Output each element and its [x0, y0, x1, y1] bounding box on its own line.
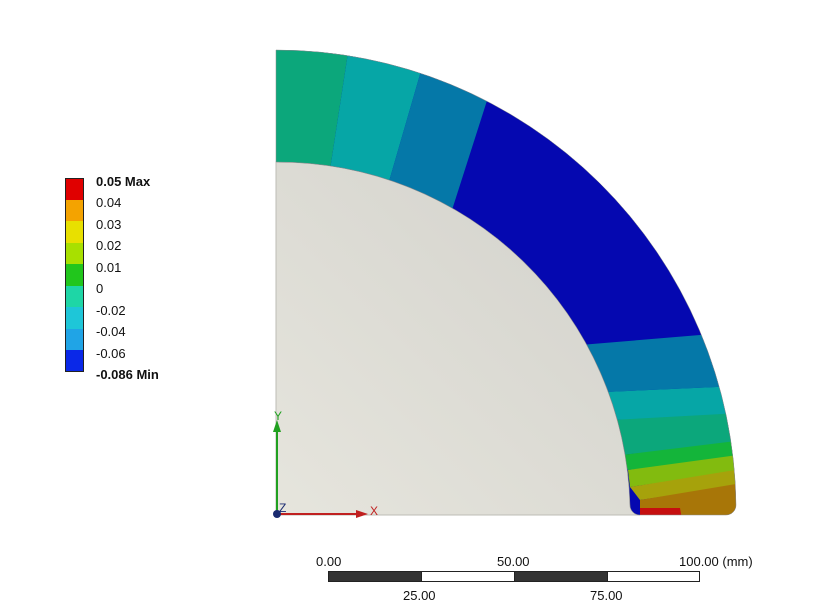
legend-swatch-6	[65, 307, 84, 329]
legend-label-6: -0.02	[96, 303, 126, 318]
legend-label-2: 0.03	[96, 217, 122, 232]
z-axis-origin-icon	[273, 510, 281, 518]
y-axis-label: Y	[274, 409, 282, 423]
contour-legend[interactable]: 0.05 Max 0.04 0.03 0.02 0.01 0 -0.02 -0.…	[65, 174, 225, 382]
x-axis-label: X	[370, 504, 378, 518]
legend-label-1: 0.04	[96, 195, 122, 210]
legend-swatch-3	[65, 242, 84, 264]
legend-swatch-2	[65, 221, 84, 243]
legend-label-0: 0.05 Max	[96, 174, 151, 189]
legend-label-5: 0	[96, 281, 104, 296]
legend-swatch-4	[65, 264, 84, 286]
legend-label-8: -0.06	[96, 346, 126, 361]
y-axis-arrow-icon	[273, 420, 281, 432]
legend-label-4: 0.01	[96, 260, 122, 275]
legend-swatch-8	[65, 350, 84, 372]
legend-label-3: 0.02	[96, 238, 122, 253]
legend-swatch-5	[65, 285, 84, 307]
legend-label-7: -0.04	[96, 324, 126, 339]
legend-swatch-7	[65, 328, 84, 350]
legend-label-9: -0.086 Min	[96, 367, 159, 382]
legend-swatch-0	[65, 178, 84, 200]
axis-triad[interactable]: Y X Z	[273, 409, 378, 518]
x-axis-arrow-icon	[356, 510, 368, 518]
z-axis-label: Z	[279, 501, 286, 515]
legend-swatch-1	[65, 199, 84, 221]
ring-outline	[275, 49, 737, 516]
